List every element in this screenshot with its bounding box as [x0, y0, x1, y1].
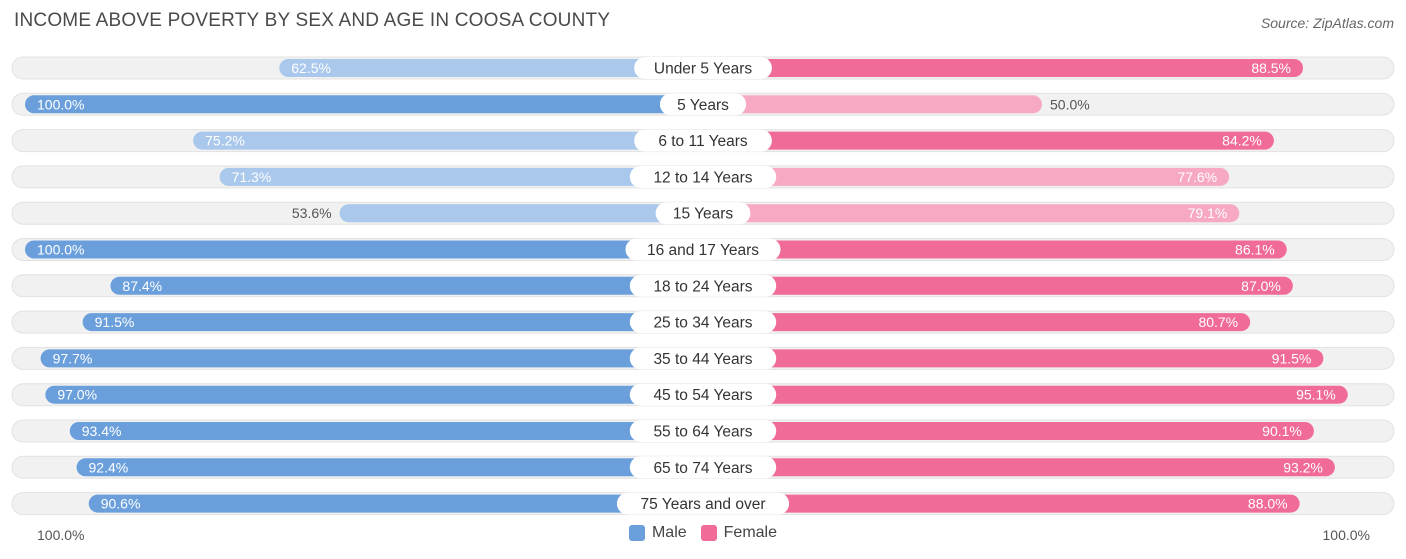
- male-value-label: 90.6%: [101, 496, 141, 512]
- female-bar: [703, 240, 1287, 259]
- male-bar: [76, 458, 703, 477]
- axis-right-label: 100.0%: [1322, 527, 1370, 543]
- female-value-label: 77.6%: [1177, 169, 1217, 185]
- female-value-label: 80.7%: [1198, 314, 1238, 330]
- male-value-label: 87.4%: [122, 278, 162, 294]
- category-label: 15 Years: [673, 206, 734, 223]
- legend-label-male: Male: [651, 524, 687, 541]
- male-bar: [69, 422, 704, 440]
- category-label: 65 to 74 Years: [653, 460, 752, 477]
- category-label: Under 5 Years: [654, 61, 752, 78]
- male-value-label: 100.0%: [37, 96, 84, 112]
- male-value-label: 71.3%: [232, 169, 272, 185]
- female-value-label: 88.0%: [1248, 496, 1288, 512]
- category-pill: [629, 274, 777, 297]
- category-pill: [629, 165, 777, 188]
- male-bar: [219, 167, 703, 186]
- female-value-label: 79.1%: [1188, 205, 1228, 221]
- category-label: 25 to 34 Years: [653, 315, 752, 332]
- female-bar: [703, 204, 1240, 223]
- male-value-label: 53.6%: [292, 205, 332, 221]
- category-label: 55 to 64 Years: [653, 424, 752, 441]
- male-bar: [193, 131, 704, 150]
- category-pill: [659, 93, 747, 116]
- category-label: 5 Years: [677, 97, 729, 114]
- category-label: 12 to 14 Years: [653, 169, 752, 186]
- female-value-label: 95.1%: [1296, 387, 1336, 403]
- male-value-label: 100.0%: [37, 242, 84, 258]
- female-value-label: 87.0%: [1241, 278, 1281, 294]
- category-pill: [629, 383, 777, 406]
- male-value-label: 92.4%: [89, 459, 129, 475]
- category-pill: [655, 202, 751, 225]
- female-value-label: 50.0%: [1050, 96, 1090, 112]
- female-bar: [703, 422, 1314, 440]
- legend-label-female: Female: [723, 524, 778, 541]
- female-value-label: 90.1%: [1262, 423, 1302, 439]
- category-label: 75 Years and over: [641, 496, 766, 513]
- category-label: 45 to 54 Years: [653, 387, 752, 404]
- female-bar: [703, 349, 1324, 368]
- legend-swatch-female: [700, 525, 717, 541]
- male-bar: [25, 95, 703, 114]
- female-bar: [703, 276, 1293, 295]
- male-bar: [279, 59, 703, 77]
- female-bar: [703, 313, 1251, 332]
- chart-title: INCOME ABOVE POVERTY BY SEX AND AGE IN C…: [14, 10, 611, 31]
- male-bar: [88, 494, 704, 513]
- male-bar: [339, 204, 703, 223]
- category-label: 16 and 17 Years: [647, 242, 759, 259]
- female-bar: [703, 385, 1348, 404]
- category-pill: [629, 456, 777, 479]
- male-bar: [40, 349, 704, 368]
- male-value-label: 62.5%: [291, 60, 331, 76]
- male-bar: [110, 276, 704, 295]
- female-bar: [703, 59, 1304, 77]
- category-label: 6 to 11 Years: [658, 133, 748, 150]
- category-pill: [625, 238, 781, 261]
- category-pill: [616, 492, 790, 515]
- male-value-label: 93.4%: [82, 423, 122, 439]
- axis-left-label: 100.0%: [37, 527, 85, 543]
- legend-item-male: Male: [628, 524, 687, 542]
- category-pill: [634, 129, 772, 152]
- female-value-label: 93.2%: [1283, 459, 1323, 475]
- female-bar: [703, 167, 1230, 186]
- female-value-label: 86.1%: [1235, 242, 1275, 258]
- chart-canvas: 62.5% 88.5% Under 5 Years 100.0% 50.0% 5 Year…: [11, 56, 1395, 516]
- category-pill: [634, 57, 772, 79]
- male-value-label: 97.0%: [57, 387, 97, 403]
- male-bar: [45, 385, 703, 404]
- female-value-label: 84.2%: [1222, 133, 1262, 149]
- male-bar: [82, 313, 703, 332]
- category-label: 18 to 24 Years: [653, 278, 752, 295]
- category-pill: [629, 347, 777, 370]
- legend-item-female: Female: [700, 524, 778, 542]
- category-pill: [629, 311, 777, 334]
- female-bar: [703, 494, 1300, 513]
- category-label: 35 to 44 Years: [653, 351, 752, 368]
- female-bar: [703, 131, 1274, 150]
- legend: Male Female: [0, 524, 1406, 542]
- female-value-label: 91.5%: [1272, 350, 1312, 366]
- female-bar: [703, 458, 1335, 477]
- male-value-label: 75.2%: [205, 133, 245, 149]
- female-bar: [703, 95, 1042, 114]
- source-label: Source: ZipAtlas.com: [1260, 15, 1394, 31]
- female-value-label: 88.5%: [1251, 60, 1291, 76]
- male-value-label: 97.7%: [53, 350, 93, 366]
- male-bar: [25, 240, 703, 259]
- category-pill: [629, 420, 777, 442]
- legend-swatch-male: [628, 525, 645, 541]
- male-value-label: 91.5%: [95, 314, 135, 330]
